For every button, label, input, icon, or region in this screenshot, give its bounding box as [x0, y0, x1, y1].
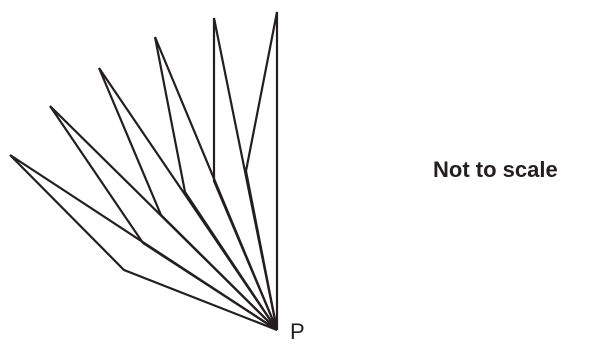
- not-to-scale-note: Not to scale: [433, 157, 558, 182]
- triangle-6: [244, 11, 279, 331]
- triangle-3: [97, 67, 278, 331]
- point-p-label: P: [290, 319, 305, 344]
